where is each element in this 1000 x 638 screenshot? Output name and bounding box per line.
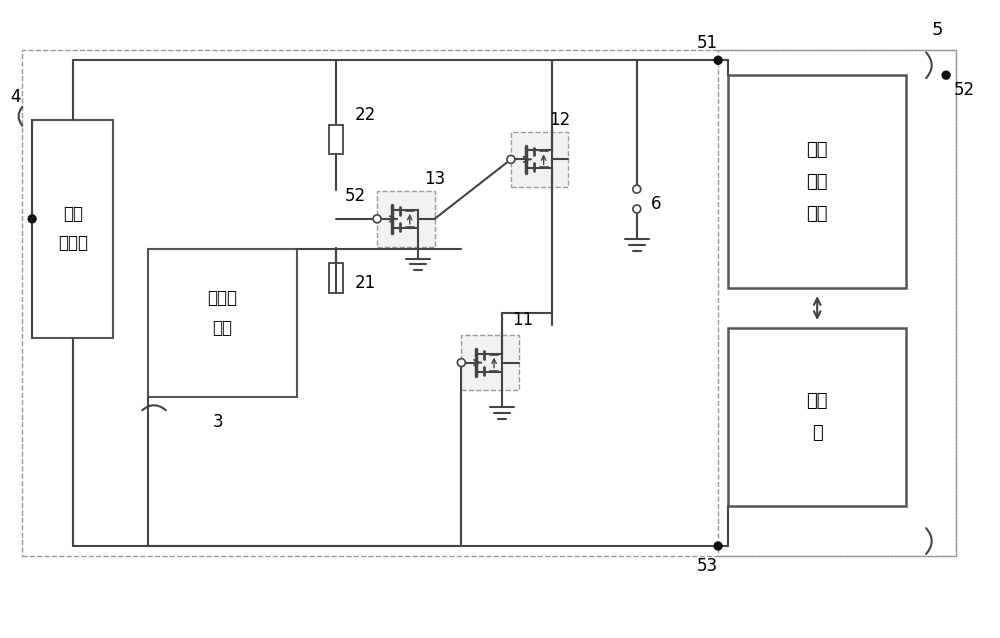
Circle shape — [714, 542, 722, 550]
Text: 6: 6 — [651, 195, 661, 213]
Circle shape — [507, 156, 515, 163]
Circle shape — [633, 205, 641, 213]
Bar — [32, 120, 113, 338]
Bar — [511, 131, 568, 187]
Circle shape — [633, 185, 641, 193]
Circle shape — [714, 56, 722, 64]
Text: 51: 51 — [696, 34, 717, 52]
Bar — [329, 124, 343, 154]
Text: 3: 3 — [213, 413, 223, 431]
Circle shape — [373, 215, 381, 223]
Bar — [377, 191, 435, 247]
Text: 4: 4 — [10, 88, 21, 106]
Text: 52: 52 — [344, 187, 365, 205]
Text: 12: 12 — [550, 111, 571, 129]
Text: 22: 22 — [354, 106, 376, 124]
Text: 电源
管理
芯片: 电源 管理 芯片 — [806, 141, 828, 223]
Bar — [22, 50, 956, 556]
Circle shape — [942, 71, 950, 79]
Bar — [148, 249, 297, 397]
Text: 52: 52 — [954, 81, 975, 99]
Text: 5: 5 — [931, 22, 943, 40]
Text: 11: 11 — [512, 311, 533, 329]
Bar — [461, 335, 519, 390]
Bar — [718, 50, 956, 556]
Text: 53: 53 — [696, 557, 717, 575]
Bar — [728, 328, 906, 507]
Text: 充电
连接器: 充电 连接器 — [58, 205, 88, 253]
Text: 21: 21 — [354, 274, 376, 292]
Circle shape — [457, 359, 465, 367]
Bar — [728, 75, 906, 288]
Text: 温度传
感器: 温度传 感器 — [207, 290, 237, 337]
Text: 处理
器: 处理 器 — [806, 392, 828, 442]
Circle shape — [28, 215, 36, 223]
Bar — [329, 263, 343, 293]
Text: 13: 13 — [424, 170, 445, 188]
